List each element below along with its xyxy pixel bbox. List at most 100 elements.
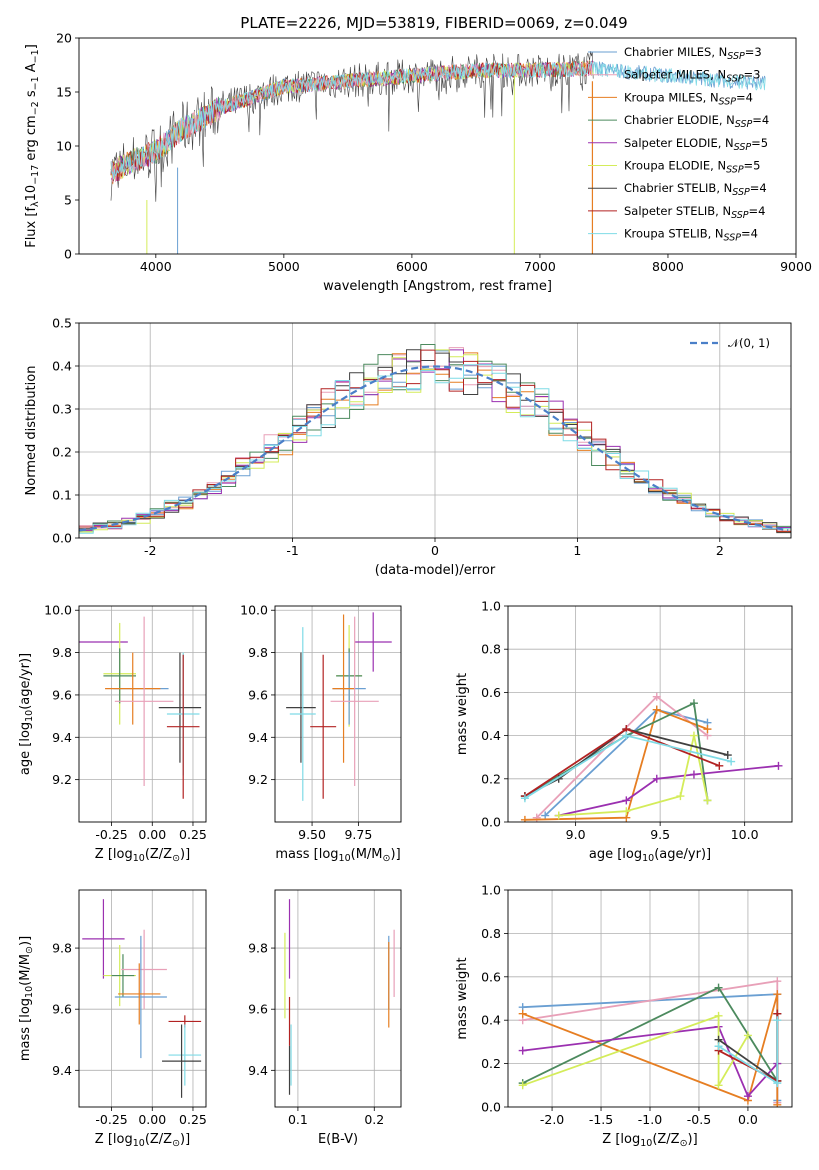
y-tick-label: 15 <box>56 85 72 100</box>
x-tick-label: 10.0 <box>731 827 759 842</box>
x-tick-label: 0.25 <box>179 1112 207 1127</box>
x-tick-label: 0.25 <box>179 827 207 842</box>
x-axis-label: Z [log10(Z/Z⊙)] <box>95 1132 190 1149</box>
mw-series-5 <box>558 735 709 817</box>
x-axis-label: Z [log10(Z/Z⊙)] <box>95 847 190 864</box>
axes-frame <box>78 605 207 823</box>
axes-frame <box>78 889 207 1108</box>
plot-area <box>110 51 766 254</box>
y-tick-label: 0.4 <box>481 728 501 743</box>
x-tick-label: -2.0 <box>540 1112 564 1127</box>
panel-spectrum: 4000 5000 6000 7000 8000 9000 0 5 10 15 20 waveleng… <box>24 31 812 295</box>
y-tick-label: 1.0 <box>481 599 501 614</box>
x-axis-label: wavelength [Angstrom, rest frame] <box>323 279 552 294</box>
y-tick-label: 9.2 <box>52 772 72 787</box>
y-axis-label: age [log10(age/yr)] <box>18 653 35 775</box>
spectrum-series-8 <box>110 61 766 180</box>
x-tick-label: 0.2 <box>364 1112 384 1127</box>
y-axis-label: mass [log10(M/M⊙)] <box>18 936 35 1061</box>
y-tick-label: 9.8 <box>52 941 72 956</box>
mw-marker-2 <box>773 990 782 999</box>
y-tick-label: 9.4 <box>52 1063 72 1078</box>
mw-marker-2 <box>518 1009 527 1018</box>
y-tick-label: 9.6 <box>248 1002 268 1017</box>
hist-series-7 <box>79 349 791 532</box>
y-tick-label: 0.1 <box>52 488 72 503</box>
plot-area <box>79 323 791 538</box>
x-tick-label: 0 <box>431 543 439 558</box>
mw-marker-2 <box>652 705 661 714</box>
x-tick-label: 9.0 <box>566 827 586 842</box>
panel-massweight_vs_Z: -2.0 -1.5 -1.0 -0.5 0.0 0.0 0.2 0.4 0.6 0.8 1.0 Z [… <box>455 883 793 1149</box>
mw-marker-1 <box>773 977 782 986</box>
y-tick-label: 9.8 <box>248 645 268 660</box>
y-tick-label: 1.0 <box>481 883 501 898</box>
y-tick-label: 0.2 <box>52 445 72 460</box>
mw-marker-4 <box>774 761 783 770</box>
mw-marker-2 <box>520 815 529 822</box>
axes-frame <box>274 889 402 1108</box>
mw-marker-4 <box>622 796 631 805</box>
x-tick-label: -1 <box>286 543 298 558</box>
x-tick-label: -0.5 <box>687 1112 711 1127</box>
mw-marker-6 <box>723 751 732 760</box>
legend-label-5: Kroupa ELODIE, NSSP=5 <box>624 159 761 176</box>
y-tick-label: 0.2 <box>481 1056 501 1071</box>
y-tick-label: 0.4 <box>481 1013 501 1028</box>
panel-residual_hist: -2 -1 0 1 2 0.0 0.1 0.2 0.3 0.4 0.5 (data-model)/er… <box>24 316 792 578</box>
y-tick-label: 10 <box>56 139 72 154</box>
panel-mass_vs_ebv: 0.1 0.2 9.4 9.6 9.8 E(B-V) <box>248 889 402 1147</box>
mw-marker-2 <box>703 725 712 734</box>
mw-marker-0 <box>541 811 550 820</box>
mw-marker-4 <box>518 1046 527 1055</box>
y-axis-label: Normed distribution <box>24 366 39 496</box>
mw-marker-5 <box>554 811 563 820</box>
mw-marker-5 <box>743 1031 752 1040</box>
axes-frame <box>507 889 793 1108</box>
plot-area <box>79 890 206 1107</box>
y-tick-label: 9.6 <box>52 1002 72 1017</box>
y-tick-label: 10.0 <box>240 603 268 618</box>
mw-marker-3 <box>689 699 698 708</box>
legend-gauss-label: 𝒩(0, 1) <box>728 336 770 350</box>
y-tick-label: 0 <box>64 247 72 262</box>
y-tick-label: 9.6 <box>52 687 72 702</box>
axes-frame <box>78 37 797 255</box>
axes-frame <box>274 605 402 823</box>
spectrum-series-1 <box>110 61 594 183</box>
gaussian-curve <box>79 365 789 532</box>
mw-marker-4 <box>689 770 698 779</box>
mw-marker-5 <box>518 1081 527 1090</box>
legend-label-0: Chabrier MILES, NSSP=3 <box>624 45 762 62</box>
mw-marker-5 <box>714 1011 723 1020</box>
plot-area <box>275 606 401 822</box>
x-tick-label: 0.00 <box>138 1112 166 1127</box>
panel-massweight_vs_age: 9.0 9.5 10.0 0.0 0.2 0.4 0.6 0.8 1.0 age [log10(a… <box>455 599 793 864</box>
y-tick-label: 9.4 <box>52 730 72 745</box>
y-tick-label: 0.6 <box>481 685 501 700</box>
mw-marker-1 <box>652 692 661 701</box>
mw-marker-5 <box>703 796 712 805</box>
y-tick-label: 0.0 <box>481 815 501 830</box>
y-axis-label: mass weight <box>455 957 470 1039</box>
mw-marker-8 <box>714 1042 723 1051</box>
y-tick-label: 20 <box>56 31 72 46</box>
legend-label-7: Salpeter STELIB, NSSP=4 <box>624 204 765 221</box>
x-tick-label: 4000 <box>140 259 172 274</box>
mw-marker-4 <box>652 774 661 783</box>
y-tick-label: 0.8 <box>481 642 501 657</box>
mw-series-4 <box>558 764 779 817</box>
figure-title: PLATE=2226, MJD=53819, FIBERID=0069, z=0… <box>240 14 627 32</box>
y-tick-label: 9.4 <box>248 1063 268 1078</box>
y-tick-label: 0.3 <box>52 402 72 417</box>
legend-label-6: Chabrier STELIB, NSSP=4 <box>624 181 767 198</box>
y-tick-label: 0.0 <box>52 531 72 546</box>
mw-marker-8 <box>773 1016 782 1025</box>
x-axis-label: age [log10(age/yr)] <box>589 847 711 864</box>
mw-marker-5 <box>714 1081 723 1090</box>
x-tick-label: 0.1 <box>288 1112 308 1127</box>
y-tick-label: 9.2 <box>248 772 268 787</box>
y-tick-label: 9.6 <box>248 687 268 702</box>
axes-frame <box>78 322 792 539</box>
